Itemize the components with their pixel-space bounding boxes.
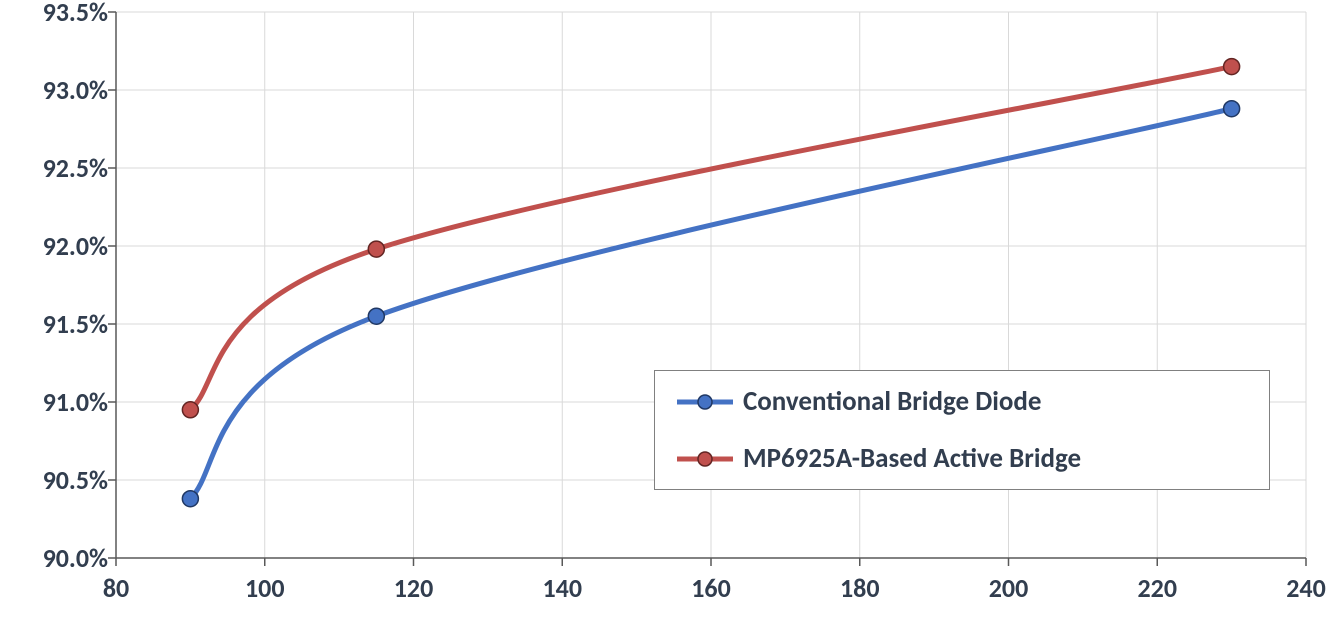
series-marker-conventional: [1224, 101, 1240, 117]
x-tick-label: 100: [245, 572, 285, 604]
series-marker-mp6925a: [182, 402, 198, 418]
x-tick-label: 140: [542, 572, 582, 604]
x-tick-label: 120: [394, 572, 434, 604]
series-marker-mp6925a: [368, 241, 384, 257]
legend-label: MP6925A-Based Active Bridge: [743, 442, 1081, 475]
legend-swatch-mp6925a: [677, 448, 733, 470]
efficiency-chart: Conventional Bridge Diode MP6925A-Based A…: [0, 0, 1326, 624]
y-tick-label: 92.5%: [43, 152, 108, 184]
y-tick-label: 91.0%: [43, 386, 108, 418]
legend-swatch-conventional: [677, 391, 733, 413]
x-tick-label: 220: [1137, 572, 1177, 604]
x-tick-label: 200: [989, 572, 1029, 604]
y-tick-label: 93.0%: [43, 74, 108, 106]
y-tick-label: 92.0%: [43, 230, 108, 262]
legend-item-conventional: Conventional Bridge Diode: [677, 385, 1247, 418]
series-marker-conventional: [368, 308, 384, 324]
legend-label: Conventional Bridge Diode: [743, 385, 1041, 418]
y-tick-label: 91.5%: [43, 308, 108, 340]
y-tick-label: 90.0%: [43, 542, 108, 574]
y-tick-label: 93.5%: [43, 0, 108, 28]
legend-item-mp6925a: MP6925A-Based Active Bridge: [677, 442, 1247, 475]
x-tick-label: 180: [840, 572, 880, 604]
y-tick-label: 90.5%: [43, 464, 108, 496]
x-tick-label: 240: [1286, 572, 1326, 604]
x-tick-label: 160: [691, 572, 731, 604]
legend: Conventional Bridge Diode MP6925A-Based A…: [654, 370, 1270, 490]
series-marker-conventional: [182, 491, 198, 507]
x-tick-label: 80: [103, 572, 129, 604]
series-marker-mp6925a: [1224, 59, 1240, 75]
chart-svg: [0, 0, 1326, 624]
